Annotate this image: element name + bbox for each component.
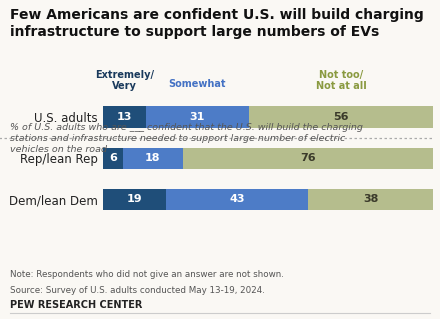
Text: 43: 43 (229, 195, 245, 204)
Bar (103, 106, 146, 128)
Text: PEW RESEARCH CENTER: PEW RESEARCH CENTER (10, 300, 142, 310)
Text: 13: 13 (117, 112, 132, 122)
Bar (123, 148, 183, 169)
Bar (146, 106, 249, 128)
Bar (308, 189, 433, 210)
Bar (103, 148, 123, 169)
Text: % of U.S. adults who are ___ confident that the U.S. will build the charging
sta: % of U.S. adults who are ___ confident t… (10, 123, 363, 154)
Bar (166, 189, 308, 210)
Text: 19: 19 (127, 195, 143, 204)
Text: 56: 56 (333, 112, 349, 122)
Text: Somewhat: Somewhat (169, 78, 226, 89)
Bar (249, 106, 433, 128)
Text: 76: 76 (300, 153, 316, 163)
Text: Not too/
Not at all: Not too/ Not at all (315, 70, 367, 92)
Bar (183, 148, 433, 169)
Text: Extremely/
Very: Extremely/ Very (95, 70, 154, 92)
Bar (103, 189, 166, 210)
Text: 6: 6 (110, 153, 117, 163)
Text: Few Americans are confident U.S. will build charging
infrastructure to support l: Few Americans are confident U.S. will bu… (10, 8, 423, 39)
Text: 31: 31 (190, 112, 205, 122)
Text: Source: Survey of U.S. adults conducted May 13-19, 2024.: Source: Survey of U.S. adults conducted … (10, 286, 264, 294)
Text: Note: Respondents who did not give an answer are not shown.: Note: Respondents who did not give an an… (10, 270, 283, 278)
Text: 18: 18 (145, 153, 161, 163)
Text: 38: 38 (363, 195, 378, 204)
